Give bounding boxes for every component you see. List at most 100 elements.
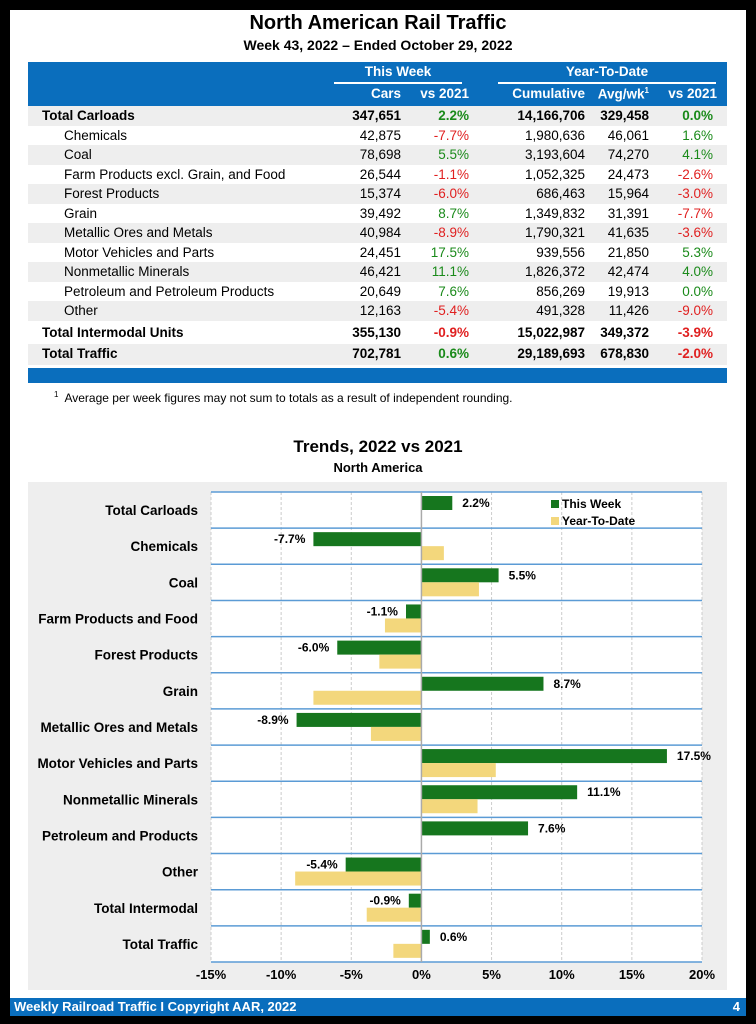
avg-wk-value: 349,372: [600, 324, 649, 340]
ytd-vs2021-value: -3.9%: [677, 324, 713, 340]
cumulative-value: 686,463: [536, 186, 585, 201]
group-ytd: Year-To-Date: [565, 64, 649, 79]
table-row: Coal 78,698 5.5% 3,193,604 74,270 4.1%: [28, 145, 727, 165]
bar-year-to-date: [370, 726, 422, 741]
page-number: 4: [732, 999, 740, 1014]
avg-wk-value: 21,850: [607, 244, 649, 260]
table-header: This Week Year-To-Date Cars vs 2021 Cumu…: [28, 62, 727, 106]
row-label: Other: [64, 303, 98, 318]
cumulative-value: 1,980,636: [524, 127, 585, 143]
bar-this-week: [421, 929, 430, 944]
x-tick-label: 10%: [549, 967, 575, 982]
cars-value: 24,451: [359, 244, 401, 260]
col-avg-wk: Avg/wk1: [597, 86, 649, 102]
ytd-vs2021-value: -9.0%: [677, 303, 713, 318]
chart-title: Trends, 2022 vs 2021: [293, 437, 463, 456]
table-row: Metallic Ores and Metals 40,984 -8.9% 1,790…: [28, 223, 727, 243]
category-label: Other: [162, 865, 199, 880]
row-label: Total Carloads: [42, 108, 135, 123]
table-row: Grain 39,492 8.7% 1,349,832 31,391 -7.7%: [28, 203, 727, 223]
avg-wk-value: 329,458: [600, 108, 649, 123]
bar-year-to-date: [313, 690, 422, 705]
bar-this-week: [421, 821, 529, 836]
data-label: -8.9%: [257, 713, 289, 727]
col-cars: Cars: [370, 86, 401, 101]
category-label: Farm Products and Food: [38, 612, 198, 627]
ytd-vs2021-value: -7.7%: [677, 205, 713, 221]
cars-value: 26,544: [359, 166, 401, 182]
avg-wk-value: 15,964: [607, 186, 649, 201]
bar-this-week: [405, 604, 422, 619]
vs2021-value: 2.2%: [438, 108, 469, 123]
row-label: Nonmetallic Minerals: [64, 264, 190, 279]
legend-this-week: This Week: [562, 497, 621, 511]
x-tick-label: -5%: [340, 967, 364, 982]
cars-value: 347,651: [352, 108, 401, 123]
bar-year-to-date: [384, 618, 422, 633]
legend-swatch-this-week: [551, 500, 559, 508]
data-label: 2.2%: [462, 496, 490, 510]
table-row: Farm Products excl. Grain, and Food 26,54…: [28, 164, 727, 184]
table-row: Petroleum and Petroleum Products 20,649 7.…: [28, 281, 727, 301]
row-label: Total Traffic: [42, 346, 118, 361]
category-label: Total Carloads: [105, 503, 198, 518]
legend-year-to-date: Year-To-Date: [562, 514, 635, 528]
category-label: Chemicals: [130, 539, 198, 554]
avg-wk-value: 46,061: [607, 127, 649, 143]
table-row: Total Intermodal Units 355,130 -0.9% 15,022…: [28, 322, 727, 344]
legend-swatch-ytd: [551, 517, 559, 525]
category-label: Total Traffic: [122, 937, 198, 952]
category-label: Total Intermodal: [94, 901, 198, 916]
x-tick-label: 15%: [619, 967, 645, 982]
avg-wk-value: 42,474: [607, 264, 649, 279]
bar-this-week: [421, 496, 453, 510]
row-label: Metallic Ores and Metals: [64, 225, 213, 240]
bar-this-week: [313, 532, 422, 547]
x-tick-label: -10%: [266, 967, 297, 982]
vs2021-value: 11.1%: [431, 264, 469, 279]
cars-value: 702,781: [352, 346, 401, 361]
vs2021-value: 5.5%: [438, 147, 469, 162]
cars-value: 40,984: [359, 225, 401, 240]
chart-subtitle: North America: [333, 460, 423, 475]
bar-year-to-date: [393, 943, 422, 958]
avg-wk-value: 74,270: [607, 147, 649, 162]
col-cumulative: Cumulative: [512, 86, 585, 101]
cumulative-value: 29,189,693: [517, 346, 585, 361]
x-tick-label: 20%: [689, 967, 715, 982]
bar-year-to-date: [295, 871, 422, 886]
ytd-vs2021-value: 5.3%: [682, 244, 713, 260]
footer-bar: Weekly Railroad Traffic I Copyright AAR,…: [10, 998, 746, 1016]
category-label: Metallic Ores and Metals: [40, 720, 198, 735]
bar-year-to-date: [421, 763, 496, 778]
bar-this-week: [421, 749, 667, 764]
bar-year-to-date: [379, 654, 422, 669]
row-label: Petroleum and Petroleum Products: [64, 283, 275, 299]
vs2021-value: -6.0%: [433, 186, 469, 201]
data-label: -7.7%: [274, 532, 306, 546]
cars-value: 42,875: [359, 127, 401, 143]
cumulative-value: 856,269: [536, 283, 585, 299]
data-label: 7.6%: [538, 821, 566, 835]
table-row: Forest Products 15,374 -6.0% 686,463 15,964 -…: [28, 184, 727, 204]
cars-value: 15,374: [359, 186, 401, 201]
cars-value: 12,163: [359, 303, 401, 318]
row-label: Forest Products: [64, 186, 160, 201]
avg-wk-value: 19,913: [607, 283, 649, 299]
bar-this-week: [421, 785, 578, 800]
data-label: 5.5%: [509, 568, 537, 582]
bar-year-to-date: [421, 546, 444, 561]
cumulative-value: 491,328: [536, 303, 585, 318]
data-label: -5.4%: [306, 858, 338, 872]
avg-wk-value: 41,635: [607, 225, 649, 240]
col-vs2021: vs 2021: [420, 86, 469, 101]
footer-text: Weekly Railroad Traffic I Copyright AAR,…: [14, 999, 297, 1014]
row-label: Coal: [64, 147, 92, 162]
data-label: 8.7%: [553, 677, 581, 691]
page: North American Rail Traffic Week 43, 202…: [10, 10, 746, 1016]
cars-value: 78,698: [359, 147, 401, 162]
vs2021-value: -1.1%: [433, 166, 469, 182]
row-label: Grain: [64, 205, 98, 221]
vs2021-value: -5.4%: [433, 303, 469, 318]
footnote: 1 Average per week figures may not sum t…: [54, 390, 513, 405]
